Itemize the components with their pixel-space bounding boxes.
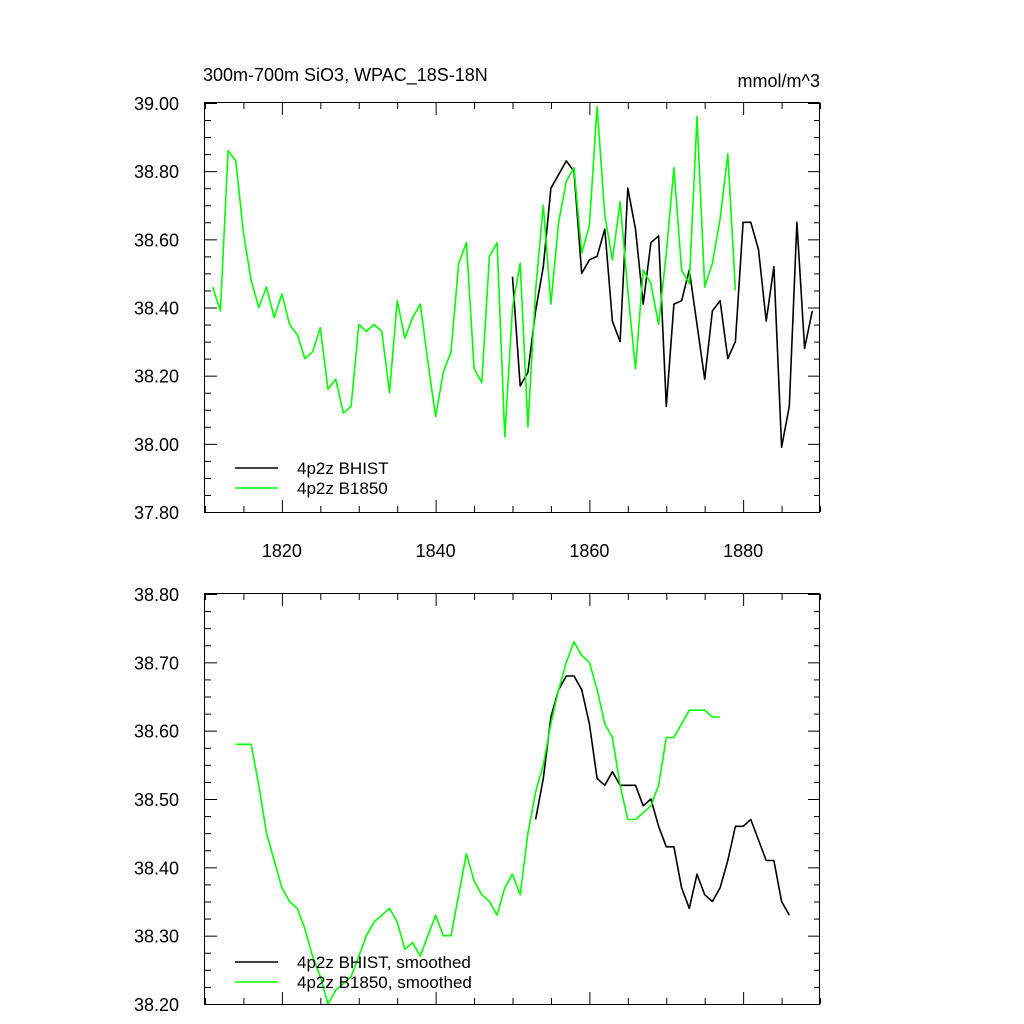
bottom-panel-series (235, 640, 790, 1005)
y-tick-label: 38.50 (134, 790, 179, 810)
y-tick-label: 38.80 (134, 585, 179, 605)
legend-label: 4p2z BHIST (297, 459, 389, 478)
y-tick-label: 38.60 (134, 230, 179, 250)
bottom-panel-frame (204, 593, 820, 1005)
x-tick-label: 1840 (416, 541, 456, 561)
bottom-panel-tick-labels: 38.20 38.30 38.40 38.50 38.60 38.70 38.80 (134, 585, 179, 1015)
units-label: mmol/m^3 (738, 71, 820, 91)
y-tick-label: 38.80 (134, 162, 179, 182)
top-panel-series (211, 105, 814, 449)
series-line-b1850 (211, 105, 737, 438)
y-tick-label: 38.40 (134, 299, 179, 319)
y-tick-label: 38.20 (134, 367, 179, 387)
y-tick-label: 38.60 (134, 722, 179, 742)
y-tick-label: 38.30 (134, 927, 179, 947)
top-panel: 1820 1840 1860 1880 37.80 38.00 38.20 38.40 38.6… (134, 94, 821, 561)
legend-label: 4p2z B1850, smoothed (297, 973, 472, 992)
series-line-bhist (511, 160, 814, 449)
y-tick-label: 38.00 (134, 435, 179, 455)
y-tick-label: 37.80 (134, 503, 179, 523)
legend-label: 4p2z B1850 (297, 479, 388, 498)
y-tick-label: 38.40 (134, 858, 179, 878)
top-panel-tick-labels: 1820 1840 1860 1880 37.80 38.00 38.20 38.40 38.6… (134, 94, 763, 561)
x-tick-label: 1880 (723, 541, 763, 561)
y-tick-label: 39.00 (134, 94, 179, 114)
chart-title: 300m-700m SiO3, WPAC_18S-18N (203, 65, 488, 86)
series-line-bhist (534, 675, 790, 916)
y-tick-label: 38.20 (134, 995, 179, 1015)
series-line-b1850 (235, 640, 721, 1005)
bottom-panel: 38.20 38.30 38.40 38.50 38.60 38.70 38.80 4p2z… (134, 585, 821, 1015)
top-panel-frame (204, 102, 820, 513)
legend-label: 4p2z BHIST, smoothed (297, 953, 471, 972)
x-tick-label: 1820 (262, 541, 302, 561)
y-tick-label: 38.70 (134, 653, 179, 673)
x-tick-label: 1860 (569, 541, 609, 561)
